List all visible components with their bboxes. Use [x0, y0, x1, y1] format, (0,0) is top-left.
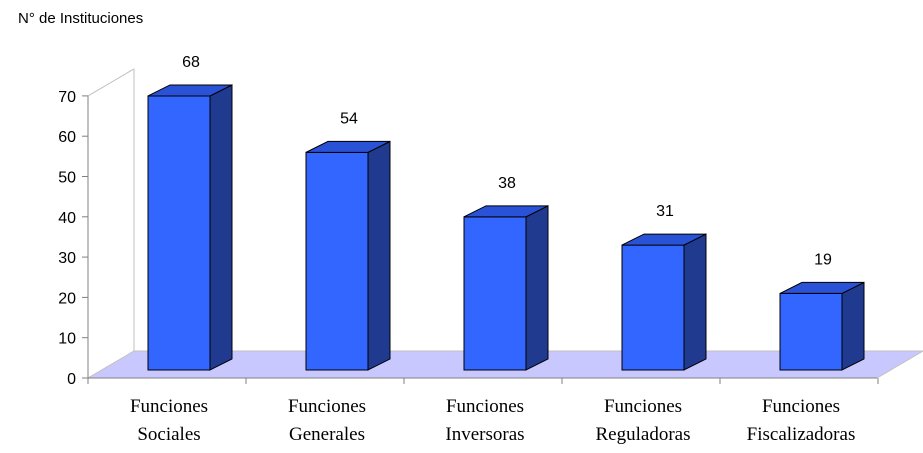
data-label: 68	[182, 54, 200, 71]
y-tick-label: 50	[58, 170, 76, 187]
y-axis-label: N° de Instituciones	[18, 10, 143, 27]
y-tick-label: 20	[58, 290, 76, 307]
bar-side	[367, 140, 391, 371]
bar-front	[621, 244, 685, 371]
bar-front	[779, 292, 843, 371]
bar	[779, 281, 865, 371]
y-tick-label: 70	[58, 89, 76, 106]
y-tick-label: 60	[58, 129, 76, 146]
bar	[463, 205, 549, 371]
category-label: Generales	[289, 424, 365, 445]
y-tick-label: 40	[58, 210, 76, 227]
bar-top	[463, 205, 549, 218]
bar-top	[147, 84, 233, 97]
bar-side	[209, 84, 233, 371]
bar-front	[305, 151, 369, 371]
category-label: Funciones	[288, 396, 366, 417]
side-wall-top-edge	[87, 68, 135, 97]
category-label: Inversoras	[445, 424, 524, 445]
labels: 68 54 38 31 19 Funciones Sociales Funciones Gene…	[130, 54, 855, 445]
data-label: 31	[656, 203, 674, 220]
bar-top	[305, 140, 391, 153]
bar	[305, 140, 391, 371]
y-axis: 0 10 20 30 40 50 60 70	[58, 89, 879, 388]
data-label: 19	[814, 251, 832, 268]
bar-top	[779, 281, 865, 294]
bars	[147, 84, 865, 371]
category-label: Funciones	[604, 396, 682, 417]
bar-side	[525, 205, 549, 371]
category-label: Sociales	[137, 424, 200, 445]
bar-side	[841, 281, 865, 371]
bar	[621, 233, 707, 371]
bar	[147, 84, 233, 371]
y-tick-label: 0	[67, 371, 76, 388]
category-label: Funciones	[446, 396, 524, 417]
bar-side	[683, 233, 707, 371]
category-label: Fiscalizadoras	[747, 424, 856, 445]
category-label: Funciones	[762, 396, 840, 417]
category-label: Reguladoras	[596, 424, 691, 445]
bar-front	[463, 216, 527, 371]
y-tick-label: 30	[58, 250, 76, 267]
data-label: 38	[498, 175, 516, 192]
chart-walls	[87, 68, 135, 351]
y-tick-label: 10	[58, 331, 76, 348]
category-label: Funciones	[130, 396, 208, 417]
bar-front	[147, 95, 211, 371]
data-label: 54	[340, 110, 358, 127]
bar-top	[621, 233, 707, 246]
